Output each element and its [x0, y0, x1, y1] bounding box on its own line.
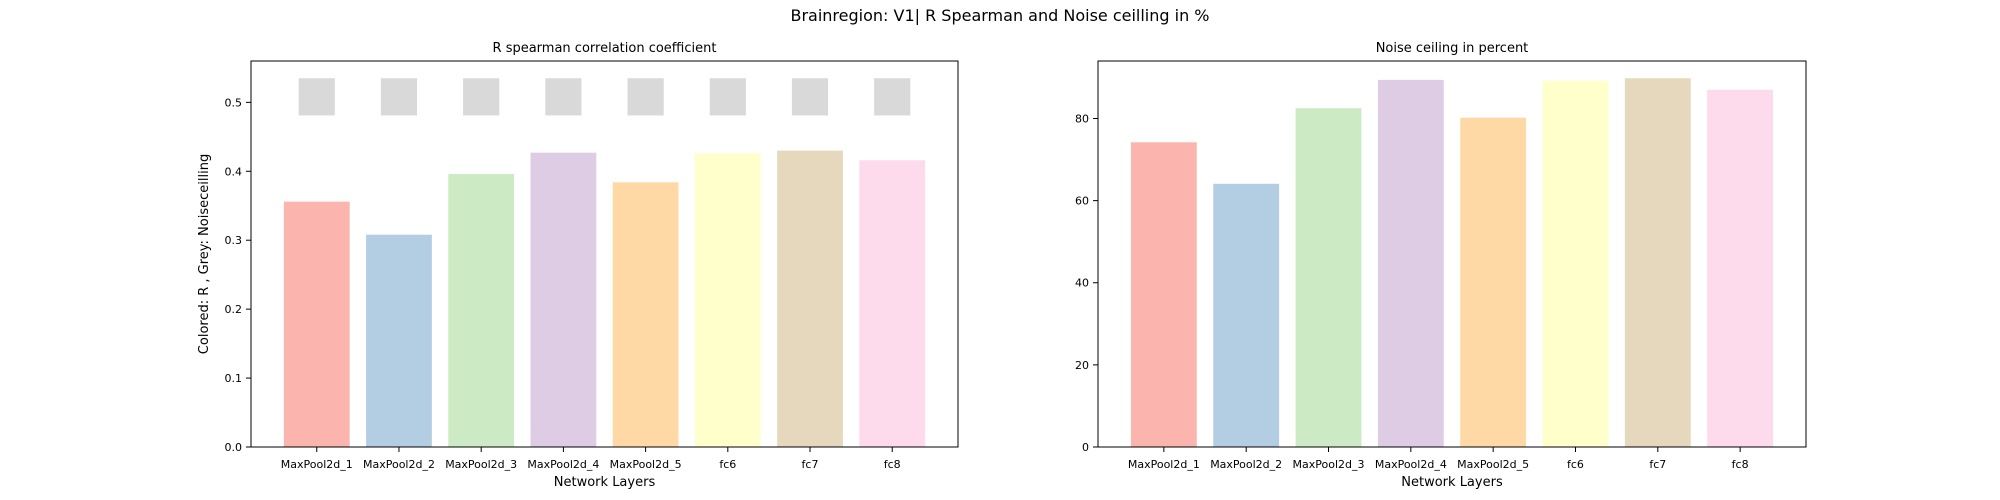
x-axis-label: Network Layers — [554, 475, 656, 490]
plot-frame — [1097, 60, 1807, 448]
noise-ceiling-band — [709, 78, 746, 116]
x-tick-label: MaxPool2d_3 — [445, 458, 517, 471]
x-tick-label: MaxPool2d_4 — [527, 458, 599, 471]
x-tick-label: MaxPool2d_4 — [1375, 458, 1447, 471]
noise-ceiling-band — [874, 78, 911, 116]
y-tick-label: 0 — [1082, 441, 1089, 454]
y-axis-label: Colored: R , Grey: Noiseceilling — [197, 154, 212, 354]
y-tick-label: 0.3 — [225, 234, 243, 247]
x-tick-label: fc6 — [1567, 458, 1584, 471]
x-tick-label: fc8 — [884, 458, 901, 471]
bar — [1295, 108, 1362, 448]
x-tick-label: MaxPool2d_3 — [1293, 458, 1365, 471]
bar — [448, 174, 515, 448]
bar — [1460, 117, 1527, 447]
bar-group — [283, 78, 926, 448]
noise-ceiling-band — [463, 78, 500, 116]
bar — [1377, 79, 1444, 448]
bar — [530, 152, 597, 448]
noise-ceiling-band — [791, 78, 829, 116]
x-tick-label: MaxPool2d_2 — [1210, 458, 1282, 471]
bar — [283, 201, 350, 447]
bar-group — [1130, 78, 1774, 448]
y-tick-label: 80 — [1075, 112, 1089, 125]
x-tick-label: MaxPool2d_1 — [281, 458, 353, 471]
noise-ceiling-band — [298, 78, 335, 116]
bar — [366, 234, 432, 447]
bar — [612, 182, 679, 448]
bar — [1213, 183, 1280, 447]
chart-title: R spearman correlation coefficient — [493, 41, 717, 56]
bar — [1707, 89, 1774, 447]
x-tick-label: fc8 — [1732, 458, 1749, 471]
x-tick-label: MaxPool2d_5 — [610, 458, 682, 471]
figure-suptitle: Brainregion: V1| R Spearman and Noise ce… — [790, 6, 1210, 25]
chart-title: Noise ceiling in percent — [1376, 41, 1529, 56]
y-tick-label: 0.2 — [225, 303, 243, 316]
x-axis-label: Network Layers — [1401, 475, 1503, 490]
x-tick-label: fc7 — [802, 458, 819, 471]
bar — [777, 150, 843, 447]
y-tick-label: 0.4 — [225, 165, 243, 178]
x-tick-label: MaxPool2d_1 — [1128, 458, 1200, 471]
bar — [1542, 80, 1609, 448]
x-tick-label: MaxPool2d_5 — [1457, 458, 1529, 471]
y-tick-label: 0.0 — [225, 441, 243, 454]
plot-frame — [250, 60, 959, 448]
y-tick-label: 0.1 — [225, 372, 243, 385]
bar — [1624, 78, 1691, 447]
bar — [1130, 142, 1197, 447]
y-tick-label: 0.5 — [225, 96, 243, 109]
x-tick-label: MaxPool2d_2 — [363, 458, 435, 471]
bar — [859, 160, 926, 447]
bar — [694, 153, 761, 447]
y-tick-label: 40 — [1075, 277, 1089, 290]
x-tick-label: fc6 — [719, 458, 736, 471]
noise-ceiling-band — [380, 78, 418, 116]
y-tick-label: 20 — [1075, 359, 1089, 372]
y-tick-label: 60 — [1075, 195, 1089, 208]
noise-ceiling-band — [627, 78, 664, 116]
noise-ceiling-band — [545, 78, 582, 116]
x-tick-label: fc7 — [1649, 458, 1666, 471]
